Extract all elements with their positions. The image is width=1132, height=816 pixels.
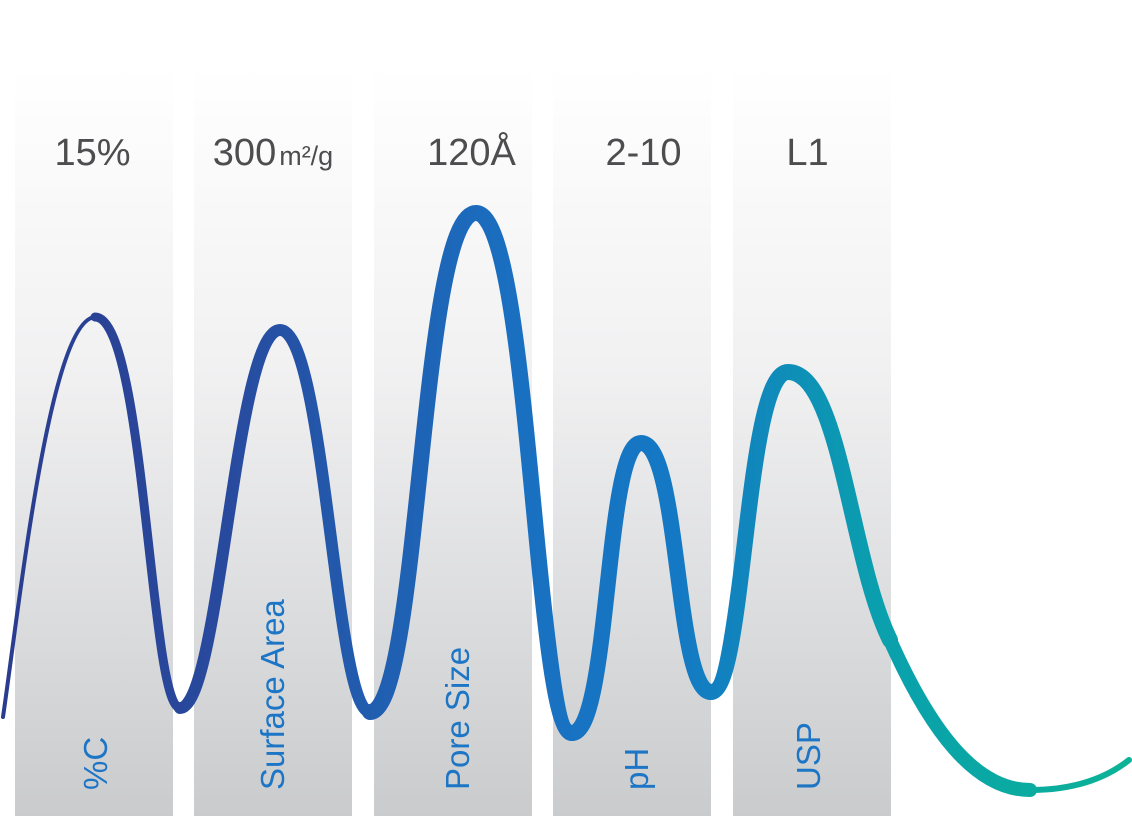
panel-pore-size: [374, 66, 532, 816]
ph-label: pH: [618, 747, 655, 790]
usp-label: USP: [790, 722, 827, 790]
panel-carbon: [15, 66, 173, 816]
wave-segment-7: [883, 633, 1037, 797]
ph-value: 2-10: [605, 132, 682, 174]
surface-area-unit: m²/g: [279, 141, 334, 171]
surface-area-label: Surface Area: [254, 599, 291, 790]
wave-segment-5: [564, 434, 719, 741]
wave-segment-4: [362, 204, 580, 741]
panel-surface-area: [194, 66, 352, 816]
wave-segment-2: [90, 312, 185, 713]
wave-segment-1: [1, 315, 97, 719]
pore-size-value: 120Å: [427, 132, 516, 174]
carbon-label: %C: [77, 736, 114, 790]
carbon-value: 15%: [54, 132, 131, 174]
surface-area-value: 300 m²/g: [212, 132, 334, 174]
usp-value: L1: [786, 132, 829, 174]
wave-segment-6: [703, 363, 898, 700]
pore-size-label: Pore Size: [439, 646, 476, 790]
wave-segment-3: [174, 323, 376, 718]
wave-segment-8: [1027, 757, 1132, 793]
